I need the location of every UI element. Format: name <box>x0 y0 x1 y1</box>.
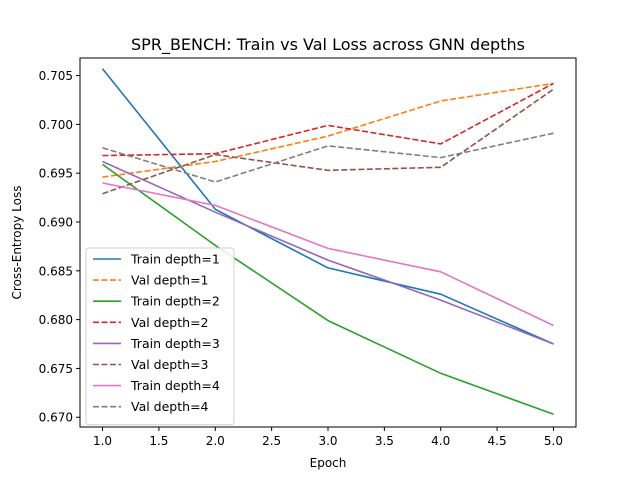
x-tick-label: 2.0 <box>206 434 225 448</box>
y-tick-label: 0.705 <box>39 69 73 83</box>
y-axis-label: Cross-Entropy Loss <box>10 186 24 300</box>
y-ticks: 0.670 0.675 0.680 0.685 0.690 0.695 0.700 0.705 <box>39 69 80 425</box>
legend-label: Train depth=2 <box>130 294 220 309</box>
x-tick-label: 4.0 <box>431 434 450 448</box>
series-line-5 <box>102 160 554 345</box>
y-tick-label: 0.675 <box>39 362 73 376</box>
x-tick-label: 3.0 <box>318 434 337 448</box>
series-line-2 <box>102 82 554 178</box>
x-tick-label: 5.0 <box>544 434 563 448</box>
y-tick-label: 0.685 <box>39 264 73 278</box>
series-layer <box>101 68 554 416</box>
x-ticks: 1.0 1.5 2.0 2.5 3.0 3.5 4.0 4.5 5.0 <box>93 427 563 448</box>
series-line-3 <box>102 163 554 416</box>
x-tick-label: 4.5 <box>488 434 507 448</box>
legend-label: Train depth=4 <box>130 378 220 393</box>
legend-box <box>85 247 235 426</box>
y-tick-label: 0.700 <box>39 118 73 132</box>
legend-label: Val depth=3 <box>131 357 209 372</box>
legend-label: Train depth=1 <box>130 252 220 267</box>
legend-label: Val depth=2 <box>131 315 209 330</box>
y-tick-label: 0.690 <box>39 216 73 230</box>
x-tick-label: 1.5 <box>149 434 168 448</box>
legend: Train depth=1 Val depth=1 Train depth=2 Val… <box>85 247 235 426</box>
legend-label: Val depth=1 <box>131 273 209 288</box>
legend-label: Train depth=3 <box>130 336 220 351</box>
x-axis-label: Epoch <box>310 456 347 470</box>
x-tick-label: 1.0 <box>93 434 112 448</box>
series-line-8 <box>102 132 554 183</box>
x-tick-label: 3.5 <box>375 434 394 448</box>
series-line-7 <box>102 182 554 327</box>
series-line-1 <box>101 68 554 345</box>
series-line-6 <box>102 88 554 195</box>
y-tick-label: 0.680 <box>39 313 73 327</box>
x-tick-label: 2.5 <box>262 434 281 448</box>
y-tick-label: 0.670 <box>39 411 73 425</box>
y-tick-label: 0.695 <box>39 167 73 181</box>
chart-title: SPR_BENCH: Train vs Val Loss across GNN … <box>131 35 525 55</box>
series-line-4 <box>102 82 554 157</box>
legend-label: Val depth=4 <box>131 399 209 414</box>
